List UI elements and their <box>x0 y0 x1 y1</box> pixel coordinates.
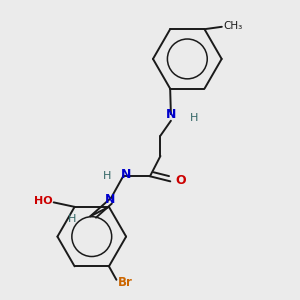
Text: CH₃: CH₃ <box>223 21 243 31</box>
Text: N: N <box>121 168 131 181</box>
Text: H: H <box>190 113 198 123</box>
Text: N: N <box>166 108 176 121</box>
Text: Br: Br <box>118 276 133 289</box>
Text: H: H <box>68 214 76 224</box>
Text: O: O <box>176 174 186 187</box>
Text: N: N <box>104 193 115 206</box>
Text: H: H <box>103 171 111 181</box>
Text: HO: HO <box>34 196 52 206</box>
